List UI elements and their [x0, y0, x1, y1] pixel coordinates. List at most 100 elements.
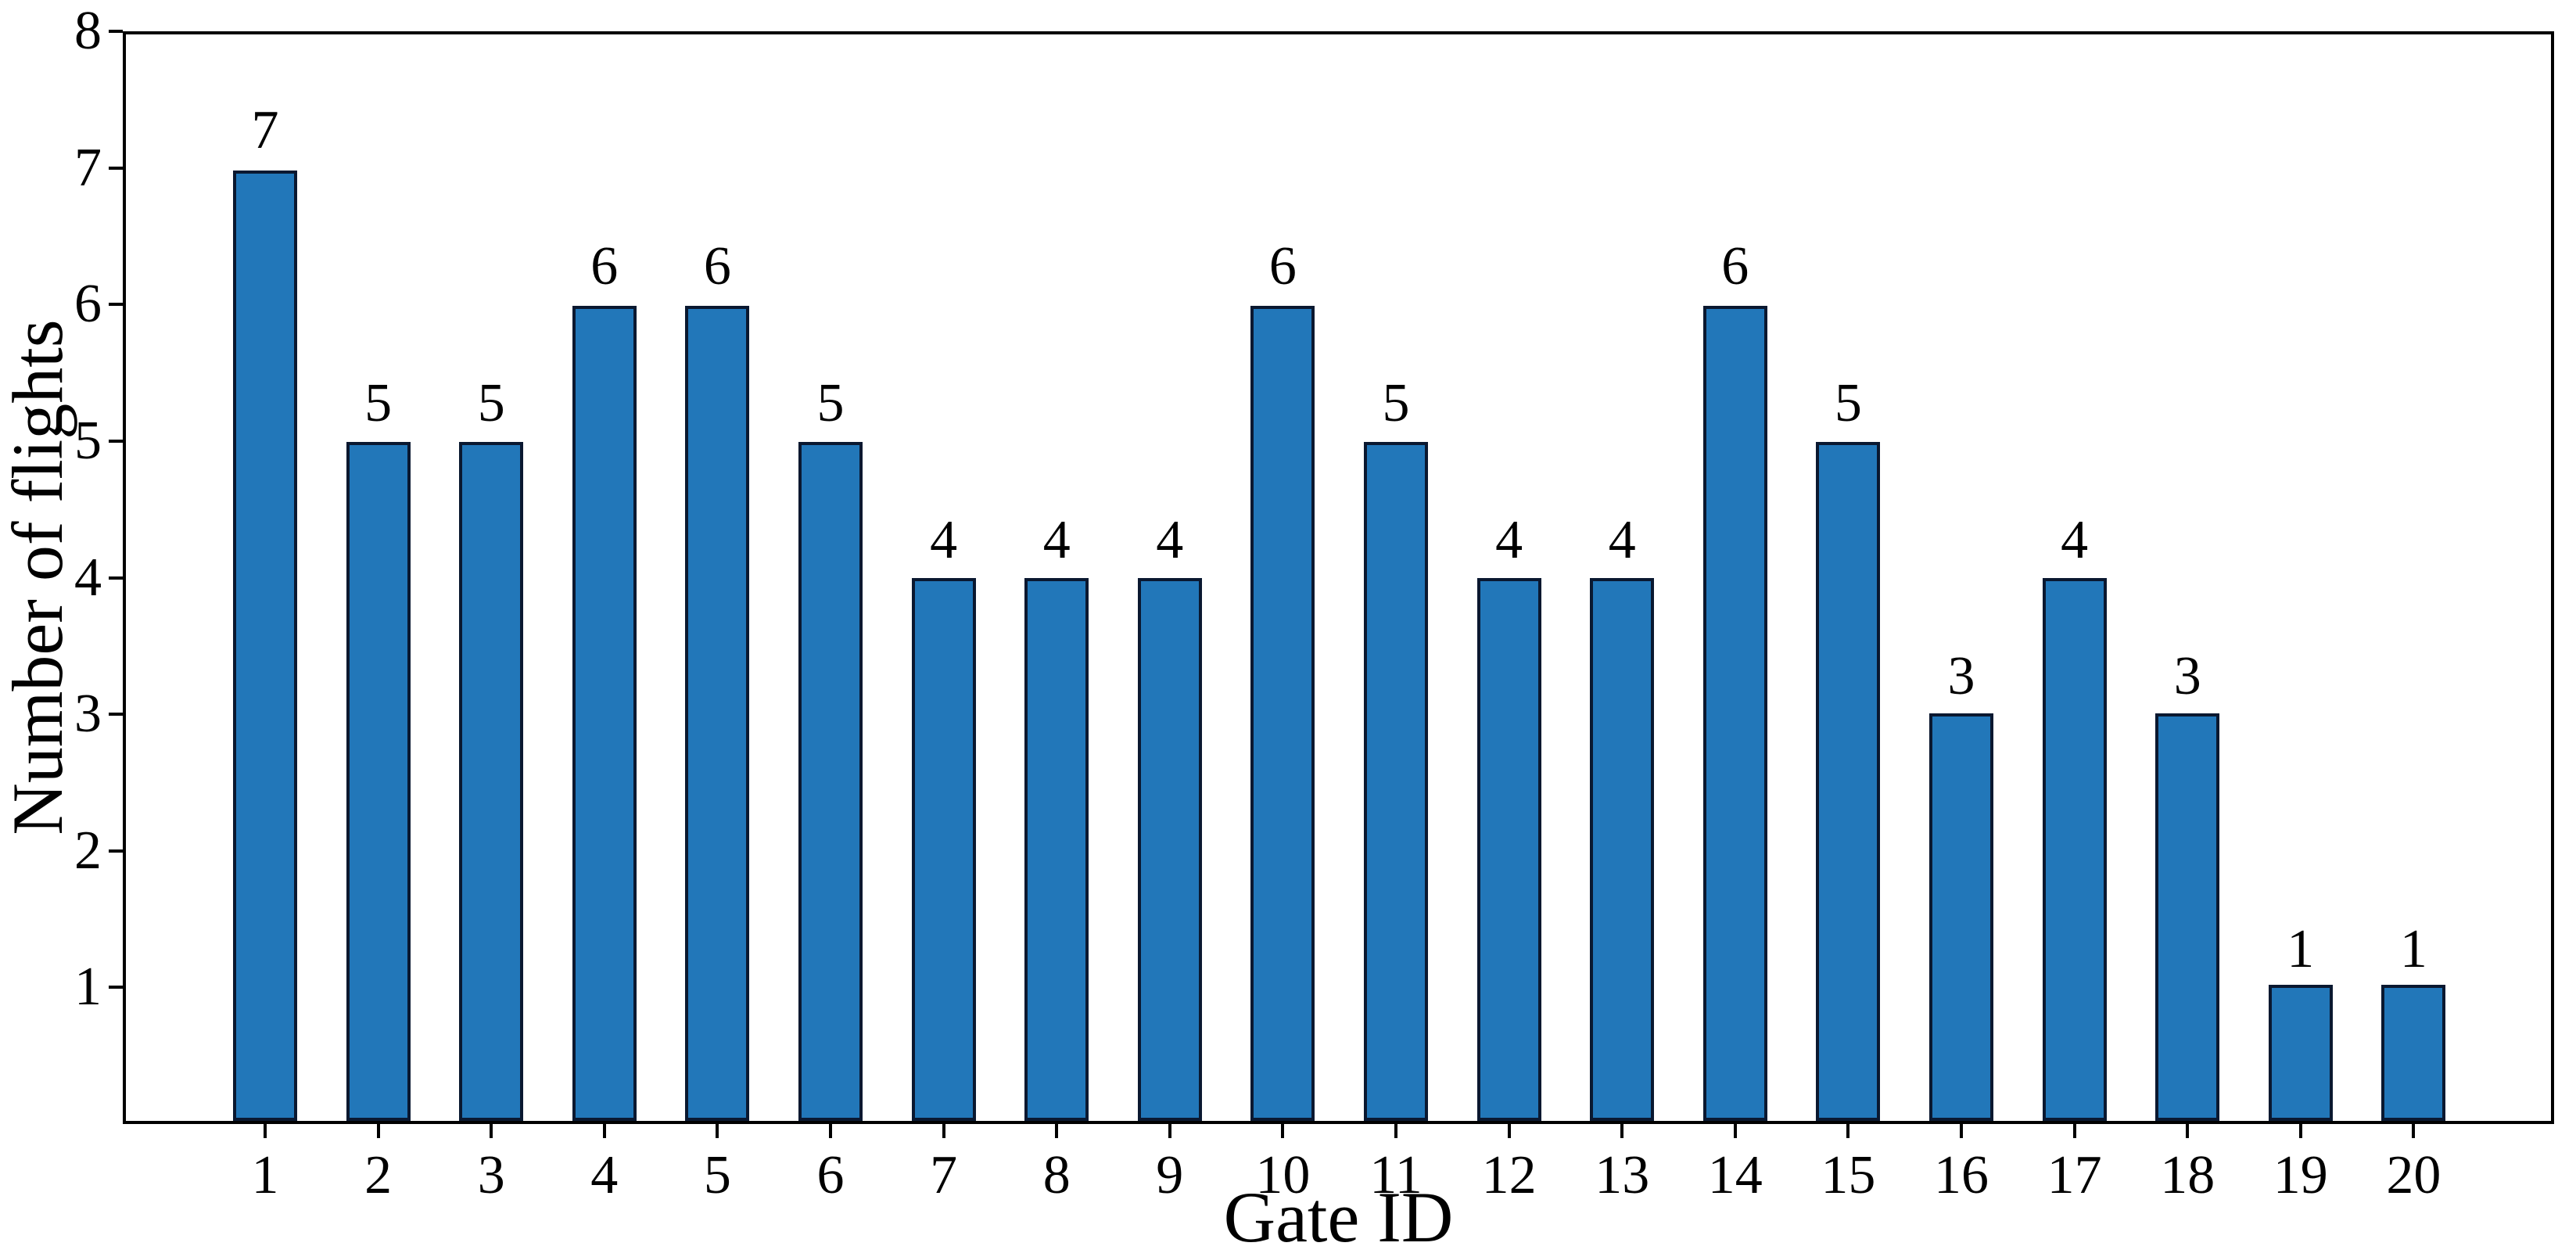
bar-value-label-7: 4	[930, 509, 958, 570]
x-tick-label-6: 6	[816, 1145, 845, 1205]
y-tick-label-6: 6	[74, 274, 102, 335]
y-tick-label-8: 8	[74, 1, 102, 61]
x-tick-4	[602, 1124, 606, 1138]
x-tick-label-18: 18	[2160, 1145, 2215, 1205]
x-tick-3	[490, 1124, 493, 1138]
bar-gate-10	[1250, 306, 1315, 1121]
bar-gate-1	[233, 170, 297, 1121]
x-tick-label-3: 3	[477, 1145, 505, 1205]
bar-value-label-13: 4	[1608, 509, 1636, 570]
plot-area	[123, 31, 2554, 1124]
x-tick-label-2: 2	[364, 1145, 393, 1205]
y-tick-2	[109, 849, 123, 853]
x-tick-label-10: 10	[1255, 1145, 1311, 1205]
x-tick-label-17: 17	[2047, 1145, 2102, 1205]
bar-value-label-14: 6	[1721, 236, 1749, 297]
x-tick-11	[1394, 1124, 1397, 1138]
bar-gate-19	[2268, 985, 2333, 1121]
x-tick-18	[2186, 1124, 2190, 1138]
x-tick-7	[942, 1124, 945, 1138]
bar-gate-2	[346, 441, 411, 1121]
bar-gate-5	[685, 306, 750, 1121]
x-tick-label-14: 14	[1707, 1145, 1763, 1205]
bar-gate-18	[2155, 713, 2220, 1121]
x-tick-6	[829, 1124, 832, 1138]
x-tick-10	[1281, 1124, 1285, 1138]
x-tick-16	[1960, 1124, 1963, 1138]
x-tick-label-11: 11	[1369, 1145, 1423, 1205]
x-tick-8	[1055, 1124, 1059, 1138]
bar-gate-14	[1702, 306, 1767, 1121]
y-tick-5	[109, 439, 123, 443]
x-tick-17	[2072, 1124, 2076, 1138]
x-tick-label-12: 12	[1481, 1145, 1537, 1205]
x-tick-1	[264, 1124, 267, 1138]
x-tick-label-1: 1	[251, 1145, 279, 1205]
bar-value-label-11: 5	[1382, 372, 1410, 433]
bar-gate-6	[798, 441, 863, 1121]
x-tick-13	[1620, 1124, 1624, 1138]
x-tick-label-20: 20	[2386, 1145, 2441, 1205]
x-tick-15	[1846, 1124, 1850, 1138]
x-tick-2	[376, 1124, 380, 1138]
bar-gate-17	[2042, 577, 2107, 1121]
x-tick-label-5: 5	[703, 1145, 731, 1205]
bar-value-label-12: 4	[1495, 509, 1523, 570]
bar-gate-13	[1590, 577, 1655, 1121]
y-tick-6	[109, 303, 123, 307]
x-tick-label-16: 16	[1934, 1145, 1989, 1205]
bar-gate-8	[1024, 577, 1089, 1121]
y-tick-3	[109, 713, 123, 716]
bar-value-label-10: 6	[1268, 236, 1297, 297]
bar-gate-9	[1137, 577, 1202, 1121]
y-tick-label-5: 5	[74, 410, 102, 471]
y-tick-1	[109, 986, 123, 989]
bar-gate-20	[2381, 985, 2446, 1121]
bar-gate-12	[1476, 577, 1541, 1121]
x-tick-19	[2298, 1124, 2302, 1138]
y-tick-label-2: 2	[74, 820, 102, 881]
bar-value-label-1: 7	[251, 99, 279, 160]
y-tick-4	[109, 576, 123, 580]
y-tick-label-1: 1	[74, 957, 102, 1018]
bar-value-label-6: 5	[816, 372, 845, 433]
bar-value-label-20: 1	[2399, 919, 2427, 980]
bar-gate-16	[1929, 713, 1993, 1121]
x-tick-label-4: 4	[590, 1145, 619, 1205]
x-tick-label-15: 15	[1821, 1145, 1876, 1205]
bar-gate-15	[1816, 441, 1881, 1121]
x-tick-9	[1168, 1124, 1171, 1138]
y-tick-label-3: 3	[74, 684, 102, 745]
x-tick-label-13: 13	[1595, 1145, 1650, 1205]
bar-gate-7	[911, 577, 976, 1121]
x-tick-5	[716, 1124, 719, 1138]
bar-value-label-18: 3	[2173, 646, 2201, 707]
x-axis-label: Gate ID	[1223, 1177, 1454, 1257]
bars-layer	[126, 34, 2551, 1121]
x-tick-label-9: 9	[1156, 1145, 1184, 1205]
y-tick-7	[109, 166, 123, 170]
x-tick-14	[1733, 1124, 1737, 1138]
x-tick-12	[1507, 1124, 1511, 1138]
x-tick-label-8: 8	[1042, 1145, 1071, 1205]
bar-value-label-16: 3	[1947, 646, 1975, 707]
bar-value-label-9: 4	[1156, 509, 1184, 570]
bar-gate-11	[1364, 441, 1428, 1121]
y-tick-8	[109, 30, 123, 33]
bar-gate-3	[459, 441, 524, 1121]
x-tick-label-19: 19	[2273, 1145, 2328, 1205]
bar-value-label-4: 6	[590, 236, 619, 297]
bar-value-label-5: 6	[703, 236, 731, 297]
y-tick-label-7: 7	[74, 137, 102, 198]
bar-value-label-2: 5	[364, 372, 393, 433]
x-tick-20	[2412, 1124, 2416, 1138]
bar-value-label-3: 5	[477, 372, 505, 433]
x-tick-label-7: 7	[930, 1145, 958, 1205]
bar-gate-4	[572, 306, 637, 1121]
y-tick-label-4: 4	[74, 547, 102, 608]
bar-value-label-17: 4	[2061, 509, 2089, 570]
bar-value-label-15: 5	[1834, 372, 1862, 433]
bar-value-label-19: 1	[2287, 919, 2315, 980]
bar-value-label-8: 4	[1042, 509, 1071, 570]
